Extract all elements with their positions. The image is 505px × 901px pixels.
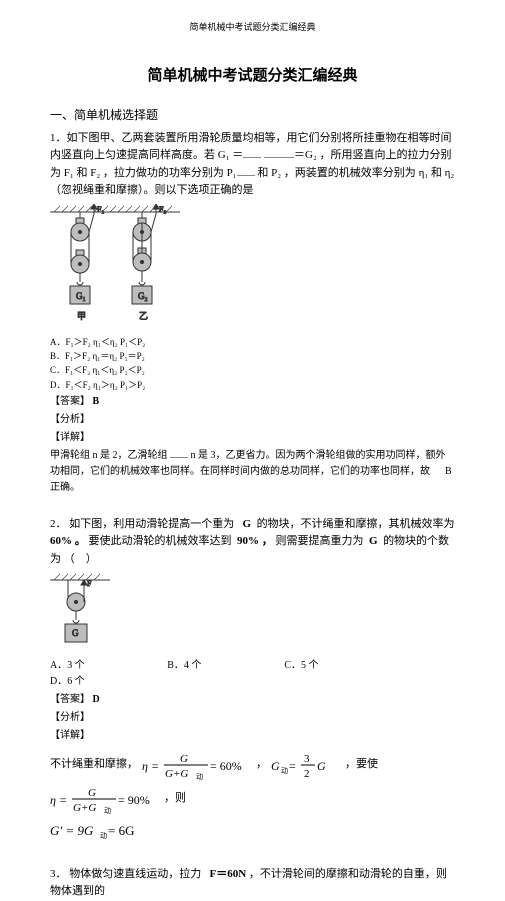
q2-choices: A．3 个 B．4 个 C．5 个 D．6 个	[50, 658, 455, 690]
svg-text:η =: η =	[142, 759, 159, 773]
q2-formula-row2: G′ = 9G 动 = 6G	[50, 820, 455, 842]
q2-number: 2．	[50, 518, 67, 530]
question-2: 2． 如下图，利用动滑轮提高一个重为 G 的物块，不计绳重和摩擦，其机械效率为 …	[50, 516, 455, 569]
q3-number: 3．	[50, 868, 67, 880]
q1-P2: 和 P₂	[257, 167, 281, 179]
question-1: 1．如下图甲、乙两套装置所用滑轮质量均相等，用它们分别将所挂重物在相等时间内竖直…	[50, 130, 455, 200]
blank	[264, 148, 294, 158]
blank	[170, 449, 188, 458]
q1-detail1: 甲滑轮组 n 是 2，乙滑轮组	[50, 450, 168, 461]
svg-text:G: G	[317, 759, 326, 773]
answer-label: 【答案】	[50, 396, 90, 407]
q1-F1: F₁	[64, 167, 74, 179]
svg-text:动: 动	[281, 766, 288, 775]
svg-text:G+G: G+G	[165, 768, 188, 780]
q2-choice-c: C．5 个	[284, 658, 381, 674]
q1-F2: F₂	[90, 167, 100, 179]
blank	[243, 148, 261, 158]
answer-label: 【答案】	[50, 694, 90, 705]
q1-choice-d: D．F₁＜F₂ η₁＞η₂ P₁＞P₂	[50, 378, 244, 392]
svg-text:F: F	[87, 579, 92, 588]
svg-text:2: 2	[304, 768, 310, 780]
svg-text:甲: 甲	[77, 311, 86, 321]
q2-text4: 则需要提高重力为	[276, 535, 364, 547]
svg-text:= 60%: = 60%	[210, 759, 242, 773]
main-title: 简单机械中考试题分类汇编经典	[50, 64, 455, 88]
svg-text:G: G	[88, 787, 96, 799]
blank	[237, 166, 255, 176]
q1-choice-a: A．F₁＞F₂ η₁＜η₂ P₁＜P₂	[50, 335, 244, 349]
q2-answer-value: D	[93, 694, 100, 705]
svg-text:动: 动	[196, 772, 203, 780]
q1-figure: F₁ G₁ 甲 F₂ G₂ 乙	[50, 204, 455, 331]
q2-text2: 的物块，不计绳重和摩擦，其机械效率为	[257, 518, 455, 530]
q3-F: F＝60N	[210, 868, 247, 880]
q1-number: 1．	[50, 132, 67, 144]
q2-detail-label: 【详解】	[50, 728, 455, 744]
svg-text:动: 动	[100, 831, 107, 840]
svg-text:= 6G: = 6G	[108, 823, 134, 838]
q2-G: G	[243, 518, 252, 530]
q1-detail-label: 【详解】	[50, 430, 455, 446]
svg-text:动: 动	[104, 806, 111, 814]
q1-choice-b: B．F₁＞F₂ η₁＝η₂ P₁＝P₂	[50, 349, 244, 363]
svg-text:G′ = 9G: G′ = 9G	[50, 823, 94, 838]
svg-text:η =: η =	[50, 793, 67, 807]
q2-text3: 要使此动滑轮的机械效率达到	[89, 535, 232, 547]
comma2: ，要使	[345, 756, 378, 774]
svg-text:G+G: G+G	[73, 802, 96, 814]
q2-G2: G	[369, 535, 378, 547]
q2-formula-row: 不计绳重和摩擦， η = G G+G动 = 60% ， G动 = 3 2 G ，…	[50, 750, 455, 814]
svg-text:G: G	[72, 628, 79, 638]
page-header-small: 简单机械中考试题分类汇编经典	[50, 20, 455, 34]
svg-text:F₂: F₂	[159, 205, 166, 214]
q2-choice-d: D．6 个	[50, 674, 147, 690]
svg-text:3: 3	[304, 753, 310, 765]
q1-detail: 甲滑轮组 n 是 2，乙滑轮组 n 是 3，乙更省力。因为两个滑轮组做的实用功同…	[50, 448, 455, 496]
q1-answer: 【答案】 B	[50, 394, 455, 410]
svg-text:F₁: F₁	[97, 205, 104, 214]
q2-detail2: ，则	[164, 790, 186, 808]
q1-P1: P₁	[227, 167, 237, 179]
q1-choice-c: C．F₁＜F₂ η₁＜η₂ P₁＜P₂	[50, 363, 244, 377]
comma1: ，	[256, 756, 267, 774]
q1-answer-value: B	[93, 396, 100, 407]
section-heading: 一、简单机械选择题	[50, 106, 455, 125]
svg-text:G₁: G₁	[76, 291, 86, 301]
question-3: 3． 物体做匀速直线运动，拉力 F＝60N ，不计滑轮间的摩擦和动滑轮的自重，则…	[50, 866, 455, 901]
q2-detail1: 不计绳重和摩擦，	[50, 756, 138, 774]
q1-and: 和	[76, 167, 87, 179]
q2-answer: 【答案】 D	[50, 692, 455, 708]
formula-eta60: η = G G+G 动 = 60%	[142, 750, 252, 780]
q2-60: 60% 。	[50, 535, 86, 547]
q1-analysis: 【分析】	[50, 412, 455, 428]
q1-eta: η₁ 和 η₂	[419, 167, 455, 179]
q3-text1: 物体做匀速直线运动，拉力	[69, 868, 201, 880]
svg-text:G: G	[271, 759, 280, 773]
q2-choice-a: A．3 个	[50, 658, 147, 674]
formula-Gdong: G动 = 3 2 G	[271, 750, 341, 780]
formula-eta90: η = G G+G 动 = 90%	[50, 784, 160, 814]
svg-text:G₂: G₂	[138, 291, 148, 301]
q1-text4: ，两装置的机械效率分别为	[284, 167, 416, 179]
q2-text1: 如下图，利用动滑轮提高一个重为	[69, 518, 234, 530]
q2-choice-b: B．4 个	[167, 658, 264, 674]
svg-text:乙: 乙	[139, 311, 148, 321]
q1-G2: ＝G₂	[294, 149, 317, 161]
q2-analysis: 【分析】	[50, 710, 455, 726]
q1-G1: G₁ ＝	[218, 149, 244, 161]
svg-text:G: G	[180, 753, 188, 765]
formula-Gprime: G′ = 9G 动 = 6G	[50, 820, 170, 842]
svg-text:= 90%: = 90%	[118, 793, 150, 807]
q2-paren: （ ）	[64, 553, 97, 565]
svg-text:=: =	[289, 759, 296, 773]
q1-text3: ，拉力做功的功率分别为	[103, 167, 224, 179]
q1-choices: A．F₁＞F₂ η₁＜η₂ P₁＜P₂ B．F₁＞F₂ η₁＝η₂ P₁＝P₂ …	[50, 335, 455, 393]
q2-figure: F G	[50, 572, 455, 654]
q2-90: 90% ，	[237, 535, 273, 547]
q1-text5: （忽视绳重和摩擦）。则以下选项正确的是	[50, 184, 254, 196]
